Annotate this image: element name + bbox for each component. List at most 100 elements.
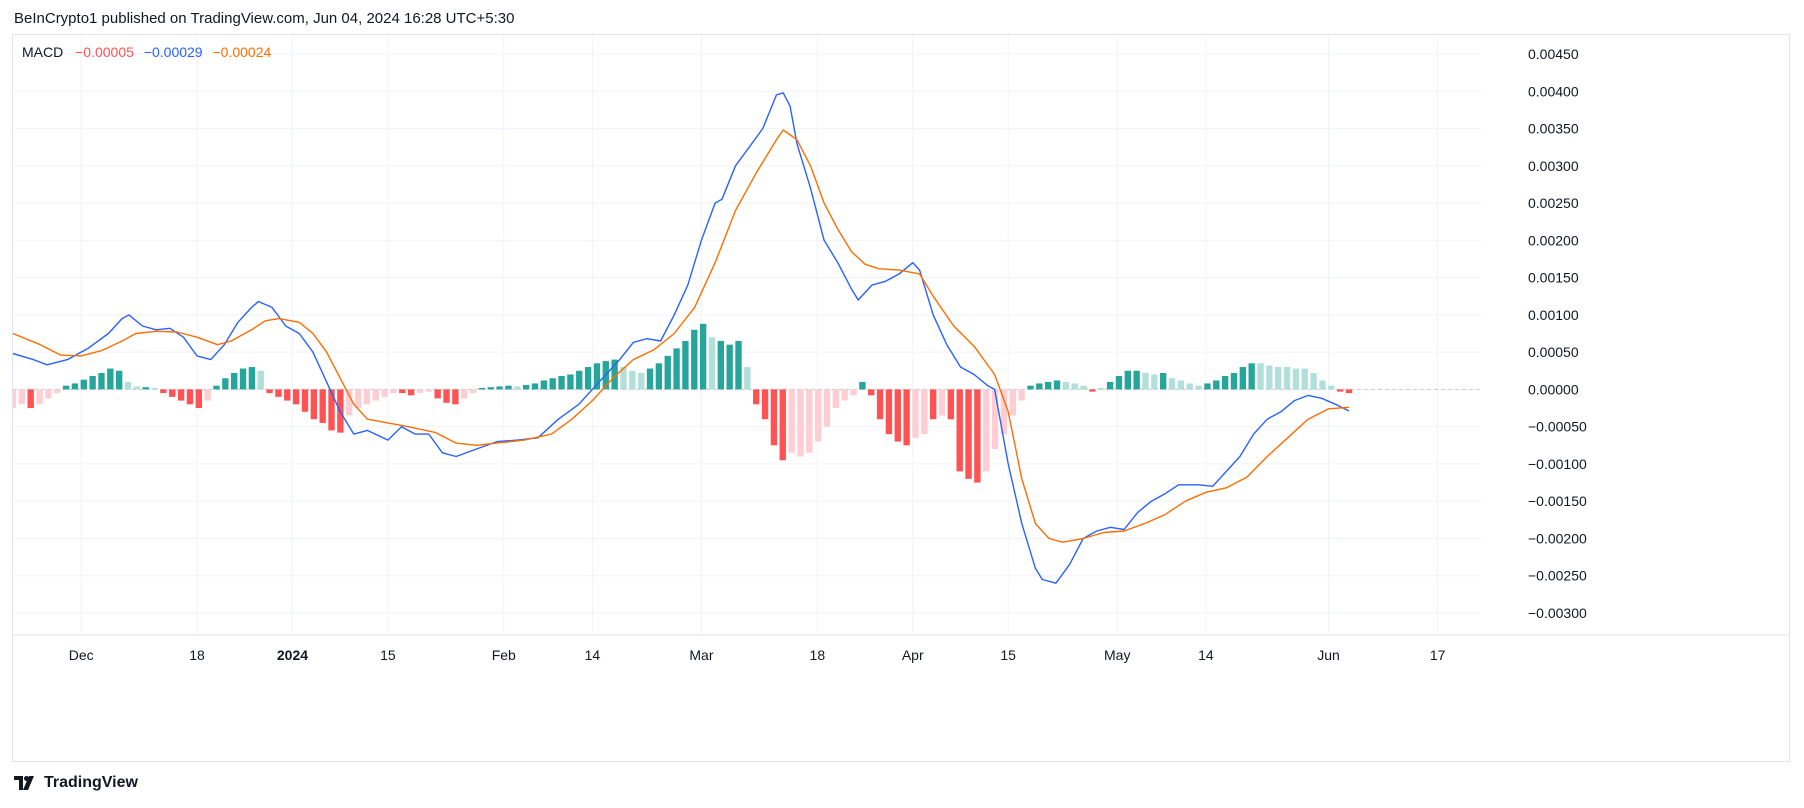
histogram-bar — [894, 389, 901, 442]
histogram-bar — [124, 381, 132, 390]
y-tick-label: 0.00300 — [1528, 158, 1579, 174]
x-tick-label: 14 — [585, 647, 601, 663]
histogram-bar — [708, 337, 716, 390]
legend-histogram-value: −0.00005 — [75, 44, 134, 60]
histogram-bar — [540, 380, 548, 390]
y-tick-label: −0.00300 — [1528, 605, 1587, 621]
histogram-bar — [1151, 374, 1158, 390]
histogram-bar — [1115, 375, 1123, 390]
histogram-bar — [115, 370, 123, 390]
histogram-bar — [1071, 383, 1078, 390]
histogram-bar — [735, 340, 742, 390]
y-tick-label: −0.00050 — [1528, 419, 1587, 435]
macd-line — [13, 92, 1350, 584]
histogram-bar — [505, 385, 512, 390]
histogram-bar — [45, 389, 52, 399]
histogram-bar — [1195, 385, 1202, 390]
histogram-bar — [682, 340, 689, 390]
x-tick-label: May — [1104, 647, 1130, 663]
histogram-bar — [346, 389, 353, 416]
y-tick-label: 0.00250 — [1528, 195, 1579, 211]
histogram-bar — [1168, 378, 1176, 390]
histogram-bar — [195, 389, 202, 409]
histogram-bar — [213, 385, 220, 390]
histogram-bar — [1328, 385, 1335, 390]
histogram-bar — [461, 389, 468, 399]
y-tick-label: −0.00200 — [1528, 530, 1587, 546]
histogram-bar — [1036, 383, 1043, 390]
histogram-bar — [54, 389, 61, 394]
histogram-bar — [531, 383, 539, 390]
histogram-bar — [248, 367, 256, 390]
histogram-bar — [549, 378, 556, 390]
histogram-bar — [938, 389, 946, 416]
histogram-bar — [1336, 389, 1344, 392]
histogram-bar — [399, 389, 406, 394]
histogram-bar — [133, 386, 141, 390]
histogram-bar — [372, 389, 379, 401]
histogram-bar — [1124, 370, 1131, 390]
histogram-bar — [18, 389, 26, 405]
tradingview-logo-icon — [14, 776, 34, 790]
y-tick-label: −0.00100 — [1528, 456, 1587, 472]
histogram-bar — [558, 375, 565, 390]
legend-macd-value: −0.00029 — [143, 44, 203, 60]
histogram-bar — [452, 389, 459, 405]
histogram-bar — [814, 389, 822, 442]
y-tick-label: −0.00250 — [1528, 568, 1587, 584]
histogram-bar — [151, 387, 158, 390]
histogram-bar — [646, 368, 654, 390]
histogram-bar — [1106, 381, 1114, 390]
histogram-bar — [841, 389, 848, 401]
histogram-bar — [1053, 380, 1061, 390]
histogram-bar — [1257, 363, 1264, 390]
histogram-bar — [1044, 381, 1052, 390]
histogram-bar — [629, 370, 636, 390]
x-tick-label: 18 — [189, 647, 205, 663]
histogram-bar — [974, 389, 981, 483]
histogram-bar — [275, 389, 282, 397]
histogram-bar — [593, 363, 601, 390]
histogram-bar — [965, 389, 972, 479]
x-tick-label: Mar — [689, 647, 713, 663]
histogram-bar — [761, 389, 769, 420]
histogram-bar — [416, 389, 424, 394]
histogram-bar — [107, 368, 114, 390]
histogram-bar — [983, 389, 990, 472]
histogram-bar — [691, 329, 698, 390]
macd-chart[interactable]: 0.00450 0.00400 0.00350 0.00300 0.00250 0.002… — [13, 35, 1789, 761]
histogram-bar — [956, 389, 963, 472]
y-axis: 0.00450 0.00400 0.00350 0.00300 0.00250 0.002… — [1528, 46, 1587, 621]
histogram-bar — [177, 389, 185, 401]
histogram-bar — [1142, 373, 1149, 390]
histogram-bar — [1204, 383, 1211, 390]
histogram-bar — [1177, 380, 1185, 390]
histogram-bar — [885, 389, 893, 435]
histogram-bar — [806, 389, 813, 453]
histogram-bar — [1009, 389, 1016, 416]
histogram-bar — [876, 389, 884, 420]
histogram-bar — [620, 367, 627, 390]
histogram-bar — [169, 389, 176, 397]
chart-frame: 0.00450 0.00400 0.00350 0.00300 0.00250 0.002… — [12, 34, 1790, 762]
macd-histogram — [13, 323, 1353, 483]
histogram-bar — [584, 367, 592, 390]
histogram-bar — [1221, 375, 1229, 390]
histogram-bar — [788, 389, 795, 453]
tradingview-logo[interactable]: TradingView — [14, 774, 138, 792]
histogram-bar — [1239, 367, 1247, 390]
y-tick-label: 0.00350 — [1528, 121, 1579, 137]
histogram-bar — [753, 389, 760, 405]
histogram-bar — [204, 389, 211, 401]
histogram-bar — [903, 389, 910, 446]
histogram-bar — [36, 389, 43, 405]
histogram-bar — [1018, 389, 1025, 401]
histogram-bar — [514, 386, 521, 390]
histogram-bar — [859, 381, 866, 390]
indicator-legend[interactable]: MACD −0.00005 −0.00029 −0.00024 — [22, 44, 277, 60]
histogram-bar — [310, 389, 318, 420]
histogram-bar — [1275, 367, 1282, 390]
histogram-bar — [664, 355, 671, 390]
histogram-bar — [469, 389, 477, 394]
y-tick-label: 0.00400 — [1528, 83, 1579, 99]
